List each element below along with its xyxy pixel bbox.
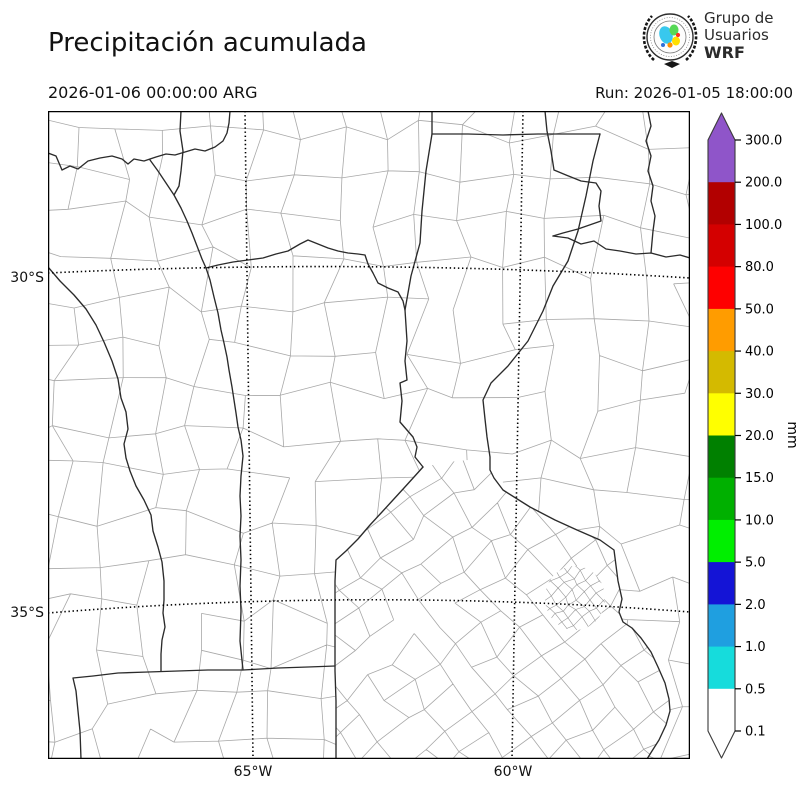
wrf-users-group-logo: Grupo de Usuarios WRF xyxy=(636,4,800,74)
map-plot-area xyxy=(48,111,690,759)
valid-time-label: 2026-01-06 00:00:00 ARG xyxy=(48,83,258,102)
logo-line3: WRF xyxy=(704,43,745,62)
colorbar-band xyxy=(708,393,735,437)
colorbar-tick-label: 20.0 xyxy=(745,429,774,444)
logo-line1: Grupo de xyxy=(704,9,774,27)
colorbar-scale: 300.0 200.0 100.0 80.0 50.0 40.0 30.0 20.0 15.0 1… xyxy=(707,112,800,759)
buenos-aires-partidos-mesh xyxy=(335,460,670,759)
colorbar-unit-label: mm xyxy=(784,421,800,448)
lat-tick-label-30s: 30°S xyxy=(10,270,44,286)
colorbar-band xyxy=(708,182,735,225)
lon-tick-label-65w: 65°W xyxy=(233,764,273,780)
page-title: Precipitación acumulada xyxy=(48,28,367,58)
colorbar-band xyxy=(708,562,735,605)
run-time-label: Run: 2026-01-05 18:00:00 xyxy=(595,84,793,102)
colorbar-band xyxy=(708,351,735,394)
colorbar-tick-label: 300.0 xyxy=(745,134,782,149)
lon-tick-label-60w: 60°W xyxy=(493,764,533,780)
argentina-boundaries-map xyxy=(48,111,690,759)
colorbar-tick-label: 2.0 xyxy=(745,598,766,613)
province-boundaries xyxy=(48,111,690,759)
colorbar-tick-label: 80.0 xyxy=(745,260,774,275)
colorbar: 300.0 200.0 100.0 80.0 50.0 40.0 30.0 20.0 15.0 1… xyxy=(698,100,800,780)
colorbar-tick-label: 0.5 xyxy=(745,682,766,697)
latlon-gridlines xyxy=(48,111,690,759)
department-boundaries-mesh xyxy=(48,111,690,759)
colorbar-tick-label: 0.1 xyxy=(745,725,766,740)
colorbar-band xyxy=(708,435,735,479)
colorbar-tick-label: 40.0 xyxy=(745,345,774,360)
colorbar-tick-label: 10.0 xyxy=(745,513,774,528)
colorbar-band xyxy=(708,224,735,268)
colorbar-tick-label: 1.0 xyxy=(745,640,766,655)
logo-globe-icon xyxy=(642,13,698,68)
colorbar-band xyxy=(708,646,735,690)
lat-tick-label-35s: 35°S xyxy=(10,605,44,621)
logo-text: Grupo de Usuarios WRF xyxy=(704,9,774,62)
colorbar-tick-label: 50.0 xyxy=(745,302,774,317)
colorbar-tick-label: 100.0 xyxy=(745,218,782,233)
colorbar-band xyxy=(708,604,735,648)
colorbar-band xyxy=(708,477,735,521)
colorbar-tick-label: 5.0 xyxy=(745,556,766,571)
colorbar-band xyxy=(708,140,735,183)
colorbar-tick-label: 15.0 xyxy=(745,471,774,486)
logo-line2: Usuarios xyxy=(704,26,769,44)
colorbar-band xyxy=(708,519,735,563)
colorbar-band xyxy=(708,308,735,352)
colorbar-under-arrow xyxy=(708,731,735,758)
colorbar-band xyxy=(708,688,735,732)
map-border xyxy=(48,111,690,759)
colorbar-band xyxy=(708,266,735,310)
colorbar-tick-label: 30.0 xyxy=(745,387,774,402)
colorbar-over-arrow xyxy=(708,113,735,140)
colorbar-tick-label: 200.0 xyxy=(745,176,782,191)
